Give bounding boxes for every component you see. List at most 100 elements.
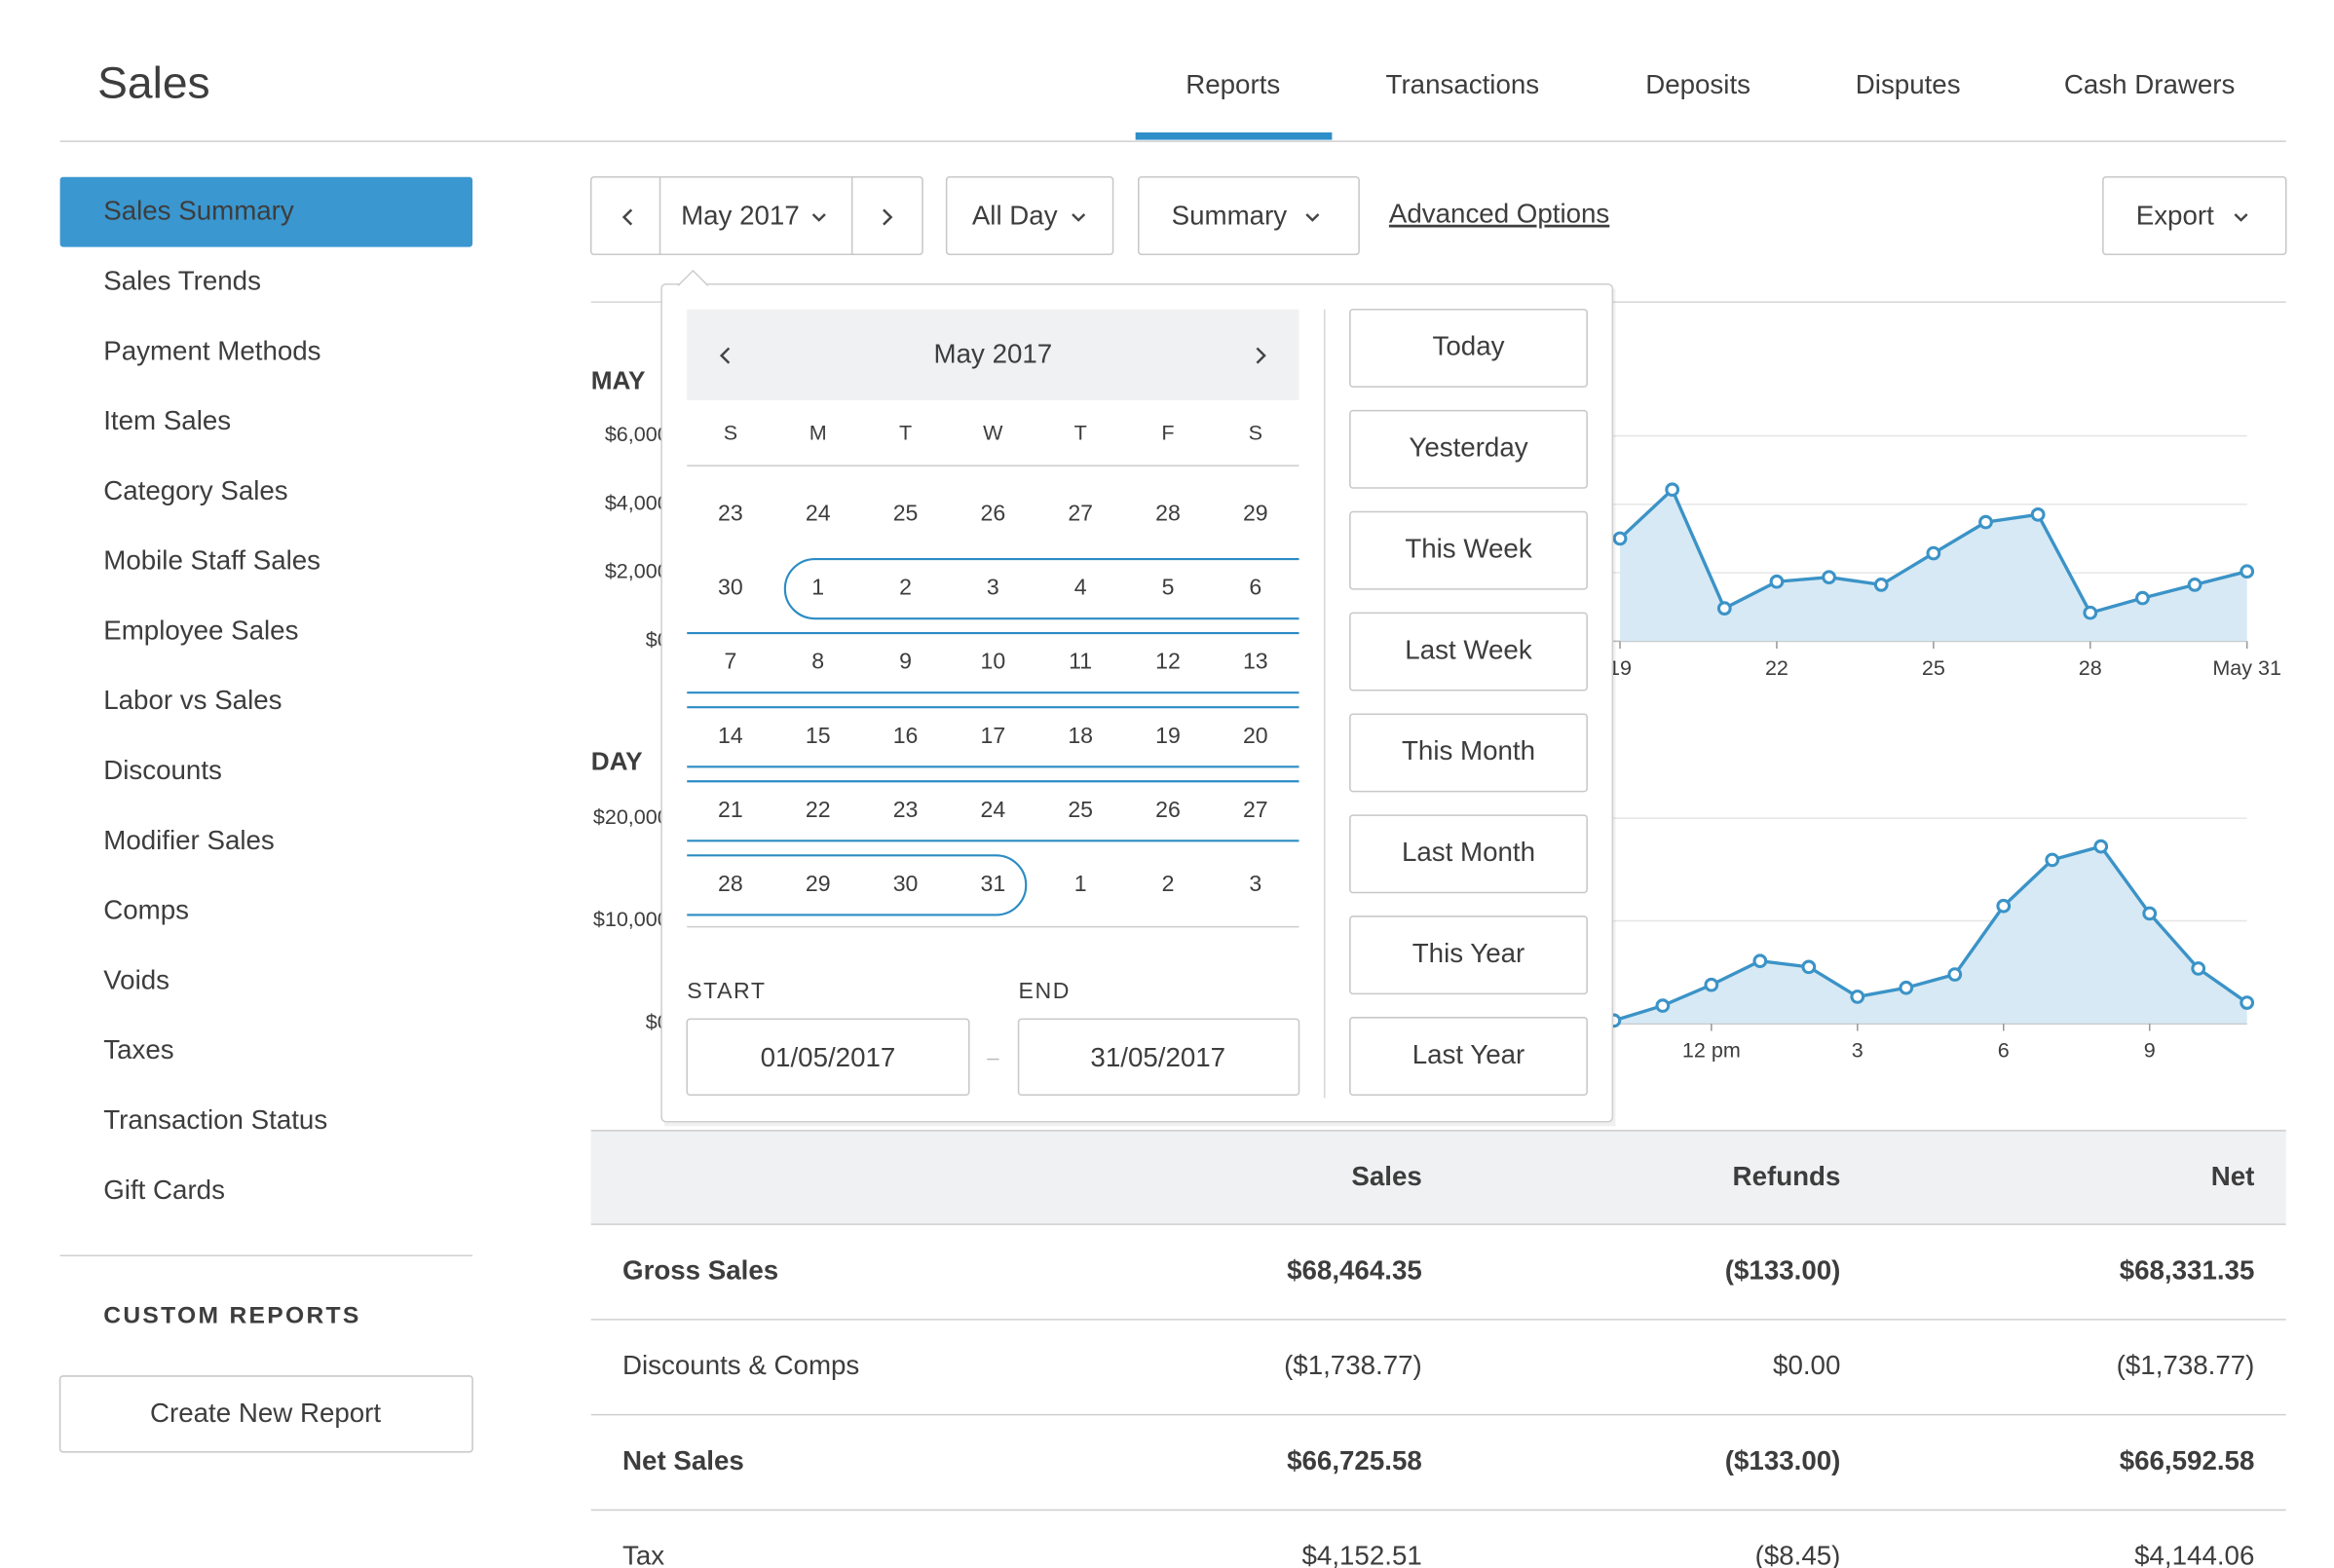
calendar-day[interactable]: 30 xyxy=(718,575,743,600)
sidebar-item[interactable]: Discounts xyxy=(103,755,222,785)
calendar-day[interactable]: 25 xyxy=(893,501,919,526)
sidebar-item[interactable]: Mobile Staff Sales xyxy=(103,545,320,576)
calendar-day[interactable]: 9 xyxy=(899,649,912,674)
view-button[interactable] xyxy=(1137,176,1360,255)
cell: $66,592.58 xyxy=(2120,1445,2255,1475)
row-label: Net Sales xyxy=(622,1445,744,1475)
calendar-day[interactable]: 24 xyxy=(806,501,831,526)
calendar-day[interactable]: 6 xyxy=(1249,575,1261,600)
calendar-day[interactable]: 23 xyxy=(718,501,743,526)
sidebar-item[interactable]: Sales Trends xyxy=(103,266,261,296)
calendar-day[interactable]: 24 xyxy=(981,797,1006,822)
calendar-day[interactable]: 27 xyxy=(1243,797,1268,822)
quick-range-button[interactable] xyxy=(1349,814,1588,894)
sidebar-item[interactable]: Labor vs Sales xyxy=(103,685,282,715)
sidebar-item[interactable]: Sales Summary xyxy=(103,196,294,226)
sidebar-item[interactable]: Comps xyxy=(103,895,189,925)
x-tick-label: 22 xyxy=(1765,656,1788,680)
point xyxy=(2191,961,2206,976)
chevron-icon xyxy=(2234,213,2248,222)
calendar-day[interactable]: 5 xyxy=(1162,575,1175,600)
x-tick-label: May 31 xyxy=(2212,656,2281,680)
calendar-day[interactable]: 2 xyxy=(1162,871,1175,896)
point xyxy=(2142,906,2158,921)
calendar-day[interactable]: 23 xyxy=(893,797,919,822)
calendar-day[interactable]: 7 xyxy=(724,649,736,674)
end-input[interactable] xyxy=(1017,1018,1300,1097)
quick-range-button[interactable] xyxy=(1349,915,1588,995)
popup-arrow xyxy=(677,269,709,286)
calendar-day[interactable]: 14 xyxy=(718,723,743,748)
calendar-day[interactable]: 25 xyxy=(1068,797,1093,822)
calendar-day[interactable]: 3 xyxy=(1249,871,1261,896)
export-button[interactable] xyxy=(2102,176,2287,255)
column-header: Refunds xyxy=(1733,1161,1841,1191)
start-input[interactable] xyxy=(686,1018,970,1097)
range-button[interactable] xyxy=(945,176,1114,255)
calendar-day[interactable]: 1 xyxy=(1074,871,1087,896)
y-tick-label: $10,000 xyxy=(593,908,669,931)
quick-range-button[interactable] xyxy=(1349,510,1588,590)
calendar-day[interactable]: 2 xyxy=(899,575,912,600)
calendar-day[interactable]: 1 xyxy=(811,575,824,600)
calendar-day[interactable]: 31 xyxy=(981,871,1006,896)
calendar-day[interactable]: 26 xyxy=(981,501,1006,526)
row-label: Discounts & Comps xyxy=(622,1350,859,1380)
sidebar-item[interactable]: Transaction Status xyxy=(103,1104,327,1135)
calendar-day[interactable]: 28 xyxy=(1155,501,1181,526)
calendar-day[interactable]: 29 xyxy=(1243,501,1268,526)
nav-tab[interactable]: Transactions xyxy=(1386,69,1540,99)
advanced-options-link[interactable]: Advanced Options xyxy=(1389,199,1609,229)
nav-tab[interactable]: Disputes xyxy=(1856,69,1961,99)
range-outline xyxy=(687,854,1028,916)
sidebar-item[interactable]: Voids xyxy=(103,965,169,995)
range-outline xyxy=(783,557,1299,620)
page-title: Sales xyxy=(97,57,210,108)
sidebar-item[interactable]: Employee Sales xyxy=(103,616,298,646)
nav-tab[interactable]: Reports xyxy=(1186,69,1280,99)
chevron-icon xyxy=(719,347,731,364)
sidebar-item[interactable]: Taxes xyxy=(103,1034,173,1064)
calendar-day[interactable]: 27 xyxy=(1068,501,1093,526)
quick-range-label: This Year xyxy=(1412,938,1525,968)
popup-bg xyxy=(660,282,1614,1123)
calendar-day[interactable]: 4 xyxy=(1074,575,1087,600)
calendar-day[interactable]: 13 xyxy=(1243,649,1268,674)
calendar-day[interactable]: 21 xyxy=(718,797,743,822)
quick-range-button[interactable] xyxy=(1349,409,1588,489)
calendar-day[interactable]: 12 xyxy=(1155,649,1181,674)
column-header: Sales xyxy=(1351,1161,1421,1191)
date-picker-button[interactable] xyxy=(589,176,923,255)
calendar-day[interactable]: 30 xyxy=(893,871,919,896)
quick-range-button[interactable] xyxy=(1349,612,1588,691)
calendar-day[interactable]: 3 xyxy=(987,575,999,600)
create-report-button[interactable] xyxy=(58,1375,473,1453)
calendar-day[interactable]: 28 xyxy=(718,871,743,896)
calendar-day[interactable]: 19 xyxy=(1155,723,1181,748)
calendar-day[interactable]: 22 xyxy=(806,797,831,822)
chevron-icon xyxy=(883,208,893,226)
sidebar-item[interactable]: Category Sales xyxy=(103,475,287,505)
sidebar-item[interactable]: Modifier Sales xyxy=(103,825,275,855)
calendar-day[interactable]: 8 xyxy=(811,649,824,674)
quick-range-button[interactable] xyxy=(1349,713,1588,793)
sidebar-item[interactable]: Item Sales xyxy=(103,405,231,435)
calendar-day[interactable]: 18 xyxy=(1068,723,1093,748)
nav-tab[interactable]: Deposits xyxy=(1645,69,1750,99)
quick-range-button[interactable] xyxy=(1349,1017,1588,1097)
nav-tab[interactable]: Cash Drawers xyxy=(2064,69,2236,99)
calendar-day[interactable]: 10 xyxy=(981,649,1006,674)
calendar-day[interactable]: 20 xyxy=(1243,723,1268,748)
calendar-day[interactable]: 26 xyxy=(1155,797,1181,822)
quick-range-button[interactable] xyxy=(1349,308,1588,388)
calendar-day[interactable]: 16 xyxy=(893,723,919,748)
sidebar-item[interactable]: Payment Methods xyxy=(103,335,320,365)
cell: ($1,738.77) xyxy=(1284,1350,1422,1380)
line xyxy=(1613,844,2248,1023)
calendar-day[interactable]: 11 xyxy=(1069,649,1092,674)
calendar-day[interactable]: 29 xyxy=(806,871,831,896)
calendar-day[interactable]: 17 xyxy=(981,723,1006,748)
sidebar-item[interactable]: Gift Cards xyxy=(103,1175,225,1205)
calendar-day[interactable]: 15 xyxy=(806,723,831,748)
